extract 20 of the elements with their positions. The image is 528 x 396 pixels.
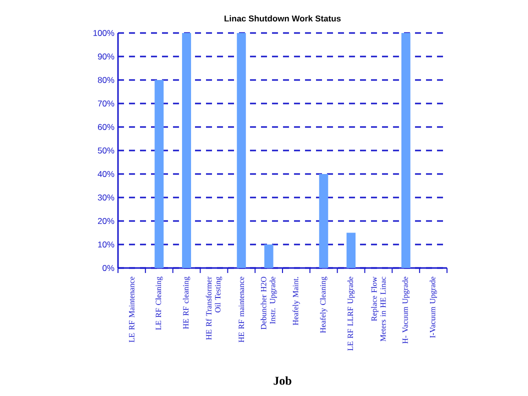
bar (401, 32, 410, 268)
y-tick-label: 50% (98, 148, 114, 154)
y-tick-label: 20% (98, 218, 114, 224)
bar (236, 32, 246, 268)
y-tick-label: 70% (98, 100, 114, 106)
x-axis-title: Job (274, 376, 292, 385)
y-tick-label: 90% (98, 54, 114, 60)
bar (182, 32, 192, 268)
y-tick-label: 40% (98, 171, 114, 177)
bar (346, 232, 356, 268)
y-tick-label: 80% (98, 77, 114, 83)
bar (264, 244, 274, 268)
y-tick-label: 60% (98, 124, 114, 130)
y-tick-label: 100% (93, 30, 114, 36)
bar (154, 80, 164, 268)
y-tick-label: 0% (102, 265, 114, 271)
chart-title: Linac Shutdown Work Status (224, 15, 341, 22)
bar (319, 174, 328, 268)
y-tick-label: 30% (98, 194, 114, 200)
y-tick-label: 10% (98, 242, 114, 248)
